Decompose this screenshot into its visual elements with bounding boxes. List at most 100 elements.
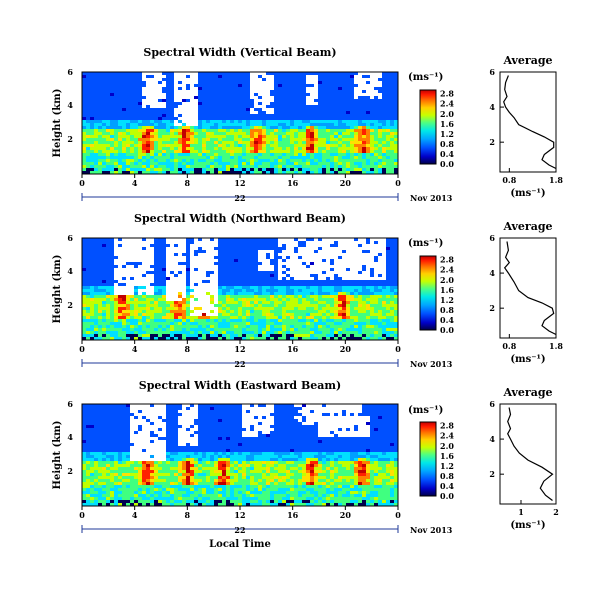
heatmap-cell <box>366 413 370 416</box>
heatmap-cell <box>330 313 334 316</box>
heatmap-cell <box>246 129 250 132</box>
heatmap-cell <box>334 277 338 280</box>
heatmap-cell <box>206 156 210 159</box>
heatmap-cell <box>310 434 314 437</box>
heatmap-cell <box>322 102 326 105</box>
heatmap-cell <box>366 283 370 286</box>
heatmap-cell <box>286 162 290 165</box>
heatmap-cell <box>390 96 394 99</box>
heatmap-cell <box>182 123 186 126</box>
heatmap-cell <box>290 153 294 156</box>
heatmap-cell <box>258 144 262 147</box>
heatmap-cell <box>370 147 374 150</box>
heatmap-cell <box>118 90 122 93</box>
colorbar-tick-label: 0.0 <box>440 159 454 169</box>
heatmap-cell <box>294 84 298 87</box>
heatmap-cell <box>222 141 226 144</box>
heatmap-cell <box>122 105 126 108</box>
heatmap-cell <box>94 434 98 437</box>
heatmap-cell <box>330 289 334 292</box>
heatmap-cell <box>358 280 362 283</box>
heatmap-cell <box>390 322 394 325</box>
heatmap-cell <box>202 407 206 410</box>
heatmap-cell <box>266 241 270 244</box>
heatmap-cell <box>350 129 354 132</box>
heatmap-cell <box>242 84 246 87</box>
heatmap-cell <box>154 138 158 141</box>
heatmap-cell <box>190 144 194 147</box>
heatmap-cell <box>118 165 122 168</box>
heatmap-cell <box>234 114 238 117</box>
heatmap-cell <box>282 313 286 316</box>
heatmap-cell <box>290 328 294 331</box>
heatmap-cell <box>130 168 134 171</box>
heatmap-cell <box>382 144 386 147</box>
heatmap-cell <box>370 307 374 310</box>
heatmap-cell <box>170 425 174 428</box>
heatmap-cell <box>326 328 330 331</box>
heatmap-cell <box>326 147 330 150</box>
heatmap-cell <box>206 123 210 126</box>
heatmap-cell <box>142 168 146 171</box>
heatmap-cell <box>94 319 98 322</box>
heatmap-cell <box>378 141 382 144</box>
heatmap-cell <box>366 422 370 425</box>
heatmap-cell <box>126 78 130 81</box>
heatmap-cell <box>178 141 182 144</box>
heatmap-cell <box>102 404 106 407</box>
heatmap-cell <box>118 150 122 153</box>
heatmap-cell <box>210 147 214 150</box>
heatmap-cell <box>282 410 286 413</box>
heatmap-cell <box>278 419 282 422</box>
heatmap-cell <box>370 319 374 322</box>
heatmap-cell <box>346 141 350 144</box>
heatmap-cell <box>94 262 98 265</box>
heatmap-cell <box>134 292 138 295</box>
heatmap-cell <box>338 120 342 123</box>
heatmap-cell <box>114 93 118 96</box>
heatmap-cell <box>250 319 254 322</box>
heatmap-cell <box>138 165 142 168</box>
heatmap-cell <box>86 289 90 292</box>
heatmap-cell <box>266 310 270 313</box>
heatmap-cell <box>226 310 230 313</box>
heatmap-cell <box>126 334 130 337</box>
heatmap-cell <box>390 295 394 298</box>
heatmap-cell <box>314 162 318 165</box>
heatmap-cell <box>302 292 306 295</box>
heatmap-cell <box>226 334 230 337</box>
heatmap-cell <box>238 316 242 319</box>
heatmap-cell <box>198 123 202 126</box>
heatmap-cell <box>306 301 310 304</box>
panel-northward-beam: Spectral Width (Northward Beam) Height (… <box>52 212 563 369</box>
heatmap-cell <box>318 171 322 174</box>
heatmap-cell <box>338 156 342 159</box>
heatmap-cell <box>334 138 338 141</box>
heatmap-cell <box>162 295 166 298</box>
heatmap-cell <box>178 295 182 298</box>
heatmap-cell <box>238 422 242 425</box>
heatmap-cell <box>166 307 170 310</box>
heatmap-cell <box>274 280 278 283</box>
heatmap-cell <box>322 75 326 78</box>
heatmap-cell <box>126 123 130 126</box>
heatmap-cell <box>358 117 362 120</box>
heatmap-cell <box>366 319 370 322</box>
heatmap-cell <box>110 135 114 138</box>
heatmap-cell <box>98 322 102 325</box>
heatmap-cell <box>114 132 118 135</box>
heatmap-cell <box>326 168 330 171</box>
heatmap-cell <box>158 271 162 274</box>
heatmap-cell <box>106 322 110 325</box>
heatmap-cell <box>218 425 222 428</box>
heatmap-cell <box>302 328 306 331</box>
heatmap-cell <box>362 316 366 319</box>
heatmap-cell <box>238 268 242 271</box>
heatmap-cell <box>330 316 334 319</box>
heatmap-cell <box>318 159 322 162</box>
heatmap-cell <box>326 129 330 132</box>
heatmap-cell <box>362 168 366 171</box>
heatmap-cell <box>394 105 398 108</box>
heatmap-cell <box>126 96 130 99</box>
heatmap-cell <box>342 292 346 295</box>
